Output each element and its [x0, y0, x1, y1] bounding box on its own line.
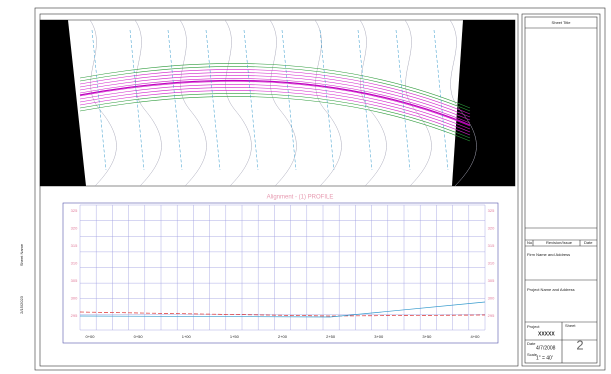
elevation-label: 295 [71, 313, 78, 318]
elevation-label: 310 [71, 261, 78, 266]
grade-line [80, 302, 485, 317]
sheet-title: Sheet Title [552, 20, 572, 25]
drawing-sheet: Alignment - (1) PROFILE 3253253203203153… [0, 0, 611, 374]
margin-sheet-name: Sheet Name [19, 243, 24, 266]
station-label: 0+00 [85, 334, 95, 339]
title-block [522, 14, 600, 366]
date-label: Date [527, 341, 536, 346]
station-label: 1+00 [182, 334, 192, 339]
rev-issue: Revision/Issue [546, 240, 573, 245]
elevation-label-right: 295 [488, 313, 495, 318]
elevation-label: 300 [71, 296, 78, 301]
margin-plot-date: 2/15/2023 [19, 295, 24, 314]
project-name: Project Name and Address [527, 287, 575, 292]
elevation-label-right: 310 [488, 261, 495, 266]
station-label: 3+50 [422, 334, 432, 339]
date-value: 4/7/2008 [536, 345, 556, 351]
station-label: 0+50 [134, 334, 144, 339]
elevation-label-right: 315 [488, 243, 495, 248]
project-value: XXXXX [538, 331, 555, 337]
elevation-label: 325 [71, 208, 78, 213]
firm: Firm Name and Address [527, 252, 570, 257]
elevation-label: 305 [71, 278, 78, 283]
profile-title: Alignment - (1) PROFILE [267, 195, 334, 201]
rev-date: Date [584, 240, 593, 245]
profile-grid: 325 325 320 320 315 315 310 310 305 305 300 300 295 2… [63, 203, 498, 343]
elevation-label-right: 325 [488, 208, 495, 213]
station-label: 2+50 [326, 334, 336, 339]
elevation-label-right: 320 [488, 226, 495, 231]
station-label: 2+00 [278, 334, 288, 339]
station-label: 3+00 [374, 334, 384, 339]
elevation-label: 320 [71, 226, 78, 231]
sheet-number: 2 [576, 337, 583, 352]
elevation-label-right: 300 [488, 296, 495, 301]
sheet-label: Sheet [565, 323, 576, 328]
elevation-label: 315 [71, 243, 78, 248]
project-label: Project [527, 324, 540, 329]
elevation-label-right: 305 [488, 278, 495, 283]
ground-line [80, 312, 485, 316]
station-label: 1+50 [230, 334, 240, 339]
station-label: 4+00 [470, 334, 480, 339]
plan-view [40, 20, 515, 186]
rev-no: No. [527, 240, 533, 245]
scale-value: 1" = 40' [536, 355, 553, 361]
profile-frame [63, 203, 498, 343]
